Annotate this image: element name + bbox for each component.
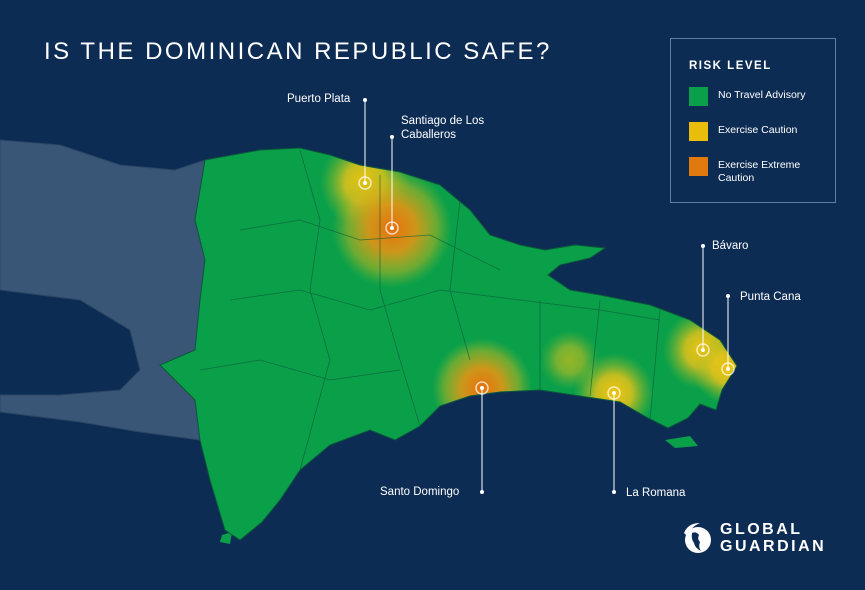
legend-label: Exercise Extreme Caution bbox=[718, 159, 801, 184]
city-label-santiago: Santiago de Los Caballeros bbox=[401, 115, 485, 141]
city-label-santo-domingo: Santo Domingo bbox=[380, 486, 460, 498]
city-label-bavaro: Bávaro bbox=[712, 240, 749, 252]
saona-island bbox=[665, 436, 698, 448]
logo-line1: GLOBAL bbox=[720, 521, 803, 538]
global-guardian-logo: GLOBAL GUARDIAN bbox=[682, 521, 826, 555]
legend-label: Exercise Caution bbox=[718, 124, 798, 136]
city-label-punta-cana: Punta Cana bbox=[740, 291, 801, 303]
legend-swatch-yellow bbox=[689, 122, 708, 141]
legend: RISK LEVEL No Travel Advisory Exercise C… bbox=[670, 38, 836, 203]
logo-line2: GUARDIAN bbox=[720, 538, 827, 555]
legend-swatch-green bbox=[689, 87, 708, 106]
city-label-la-romana: La Romana bbox=[626, 487, 686, 499]
haiti-region bbox=[0, 139, 206, 441]
legend-item-caution: Exercise Caution bbox=[689, 122, 818, 141]
beata-island bbox=[220, 532, 232, 544]
legend-title: RISK LEVEL bbox=[689, 60, 772, 72]
legend-item-extreme-caution: Exercise Extreme Caution bbox=[689, 157, 818, 185]
globe-icon bbox=[684, 523, 711, 553]
city-markers bbox=[363, 98, 730, 494]
leader-lines bbox=[364, 100, 729, 492]
page-title: IS THE DOMINICAN REPUBLIC SAFE? bbox=[44, 38, 552, 65]
legend-label: No Travel Advisory bbox=[718, 89, 806, 101]
city-label-puerto-plata: Puerto Plata bbox=[287, 93, 351, 105]
legend-swatch-orange bbox=[689, 157, 708, 176]
legend-item-no-advisory: No Travel Advisory bbox=[689, 87, 818, 106]
